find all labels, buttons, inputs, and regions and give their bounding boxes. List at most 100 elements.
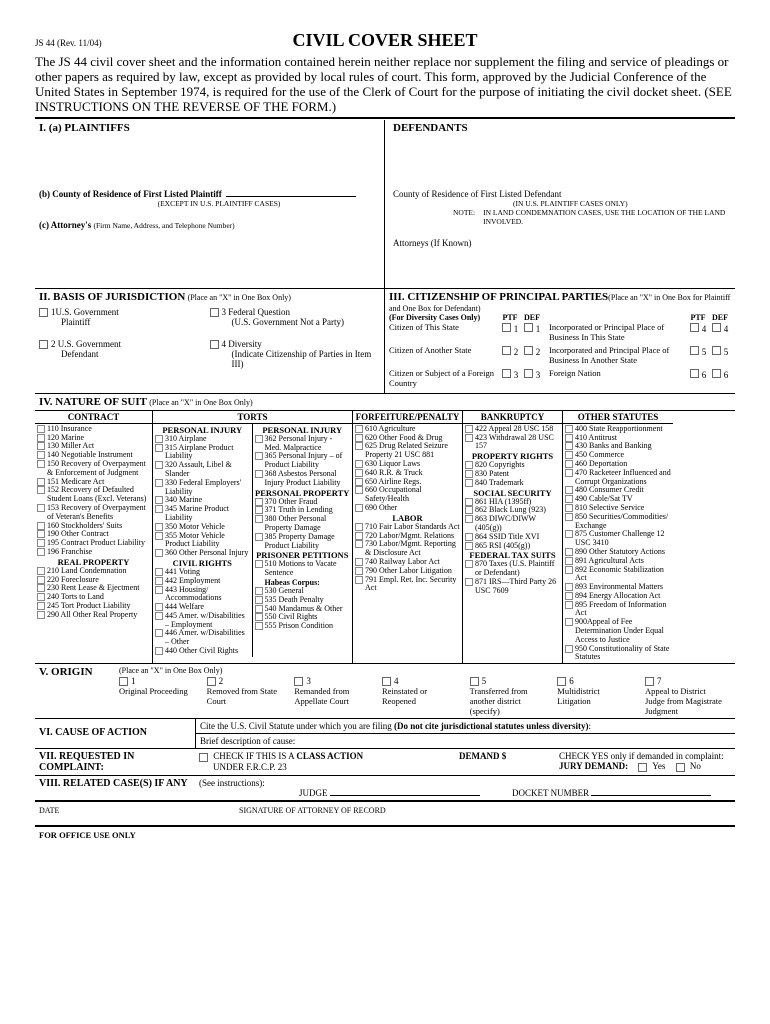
suit-check[interactable]	[465, 425, 473, 433]
suit-check[interactable]	[465, 506, 473, 514]
suit-check[interactable]	[355, 486, 363, 494]
suit-check[interactable]	[155, 603, 163, 611]
suit-check[interactable]	[565, 504, 573, 512]
plaintiff-county-input[interactable]	[226, 196, 356, 197]
suit-check[interactable]	[565, 583, 573, 591]
suit-check[interactable]	[465, 542, 473, 550]
suit-check[interactable]	[355, 540, 363, 548]
origin-check[interactable]	[557, 677, 566, 686]
citizen-check[interactable]	[690, 346, 699, 355]
suit-check[interactable]	[565, 513, 573, 521]
suit-check[interactable]	[465, 578, 473, 586]
suit-check[interactable]	[565, 557, 573, 565]
suit-check[interactable]	[155, 479, 163, 487]
suit-check[interactable]	[565, 495, 573, 503]
citizen-check[interactable]	[712, 346, 721, 355]
suit-check[interactable]	[37, 593, 45, 601]
suit-check[interactable]	[255, 622, 263, 630]
jury-no-check[interactable]	[676, 763, 685, 772]
suit-check[interactable]	[465, 479, 473, 487]
suit-check[interactable]	[355, 425, 363, 433]
suit-check[interactable]	[37, 486, 45, 494]
suit-check[interactable]	[255, 470, 263, 478]
suit-check[interactable]	[155, 577, 163, 585]
suit-check[interactable]	[155, 435, 163, 443]
suit-check[interactable]	[355, 523, 363, 531]
suit-check[interactable]	[37, 611, 45, 619]
suit-check[interactable]	[37, 602, 45, 610]
suit-check[interactable]	[565, 469, 573, 477]
suit-check[interactable]	[255, 435, 263, 443]
suit-check[interactable]	[155, 532, 163, 540]
suit-check[interactable]	[255, 515, 263, 523]
juris-check-3[interactable]	[210, 308, 219, 317]
suit-check[interactable]	[37, 522, 45, 530]
suit-check[interactable]	[155, 523, 163, 531]
suit-check[interactable]	[255, 506, 263, 514]
suit-check[interactable]	[37, 539, 45, 547]
citizen-check[interactable]	[502, 369, 511, 378]
citizen-check[interactable]	[712, 323, 721, 332]
jury-yes-check[interactable]	[638, 763, 647, 772]
suit-check[interactable]	[255, 498, 263, 506]
suit-check[interactable]	[465, 498, 473, 506]
suit-check[interactable]	[465, 461, 473, 469]
suit-check[interactable]	[565, 592, 573, 600]
suit-check[interactable]	[565, 601, 573, 609]
suit-check[interactable]	[37, 451, 45, 459]
suit-check[interactable]	[565, 486, 573, 494]
suit-check[interactable]	[465, 434, 473, 442]
suit-check[interactable]	[565, 548, 573, 556]
suit-check[interactable]	[565, 434, 573, 442]
suit-check[interactable]	[565, 566, 573, 574]
suit-check[interactable]	[255, 596, 263, 604]
suit-check[interactable]	[355, 469, 363, 477]
suit-check[interactable]	[255, 533, 263, 541]
origin-check[interactable]	[207, 677, 216, 686]
suit-check[interactable]	[155, 612, 163, 620]
suit-check[interactable]	[155, 568, 163, 576]
suit-check[interactable]	[37, 567, 45, 575]
suit-check[interactable]	[565, 451, 573, 459]
suit-check[interactable]	[355, 504, 363, 512]
suit-check[interactable]	[37, 584, 45, 592]
citizen-check[interactable]	[690, 323, 699, 332]
suit-check[interactable]	[255, 613, 263, 621]
suit-check[interactable]	[37, 425, 45, 433]
class-action-check[interactable]	[199, 753, 208, 762]
suit-check[interactable]	[355, 576, 363, 584]
suit-check[interactable]	[565, 442, 573, 450]
suit-check[interactable]	[155, 496, 163, 504]
suit-check[interactable]	[155, 444, 163, 452]
suit-check[interactable]	[37, 442, 45, 450]
origin-check[interactable]	[470, 677, 479, 686]
suit-check[interactable]	[565, 618, 573, 626]
citizen-check[interactable]	[524, 323, 533, 332]
suit-check[interactable]	[355, 478, 363, 486]
origin-check[interactable]	[294, 677, 303, 686]
suit-check[interactable]	[355, 434, 363, 442]
suit-check[interactable]	[255, 587, 263, 595]
docket-input[interactable]	[591, 795, 711, 796]
juris-check-2[interactable]	[39, 340, 48, 349]
suit-check[interactable]	[255, 605, 263, 613]
suit-check[interactable]	[465, 560, 473, 568]
suit-check[interactable]	[37, 478, 45, 486]
juris-check-1[interactable]	[39, 308, 48, 317]
suit-check[interactable]	[37, 576, 45, 584]
suit-check[interactable]	[565, 645, 573, 653]
origin-check[interactable]	[645, 677, 654, 686]
suit-check[interactable]	[565, 460, 573, 468]
citizen-check[interactable]	[712, 369, 721, 378]
suit-check[interactable]	[37, 548, 45, 556]
suit-check[interactable]	[565, 425, 573, 433]
judge-input[interactable]	[330, 795, 480, 796]
suit-check[interactable]	[37, 460, 45, 468]
origin-check[interactable]	[382, 677, 391, 686]
suit-check[interactable]	[255, 452, 263, 460]
suit-check[interactable]	[565, 530, 573, 538]
suit-check[interactable]	[355, 442, 363, 450]
suit-check[interactable]	[155, 629, 163, 637]
citizen-check[interactable]	[524, 346, 533, 355]
suit-check[interactable]	[155, 505, 163, 513]
